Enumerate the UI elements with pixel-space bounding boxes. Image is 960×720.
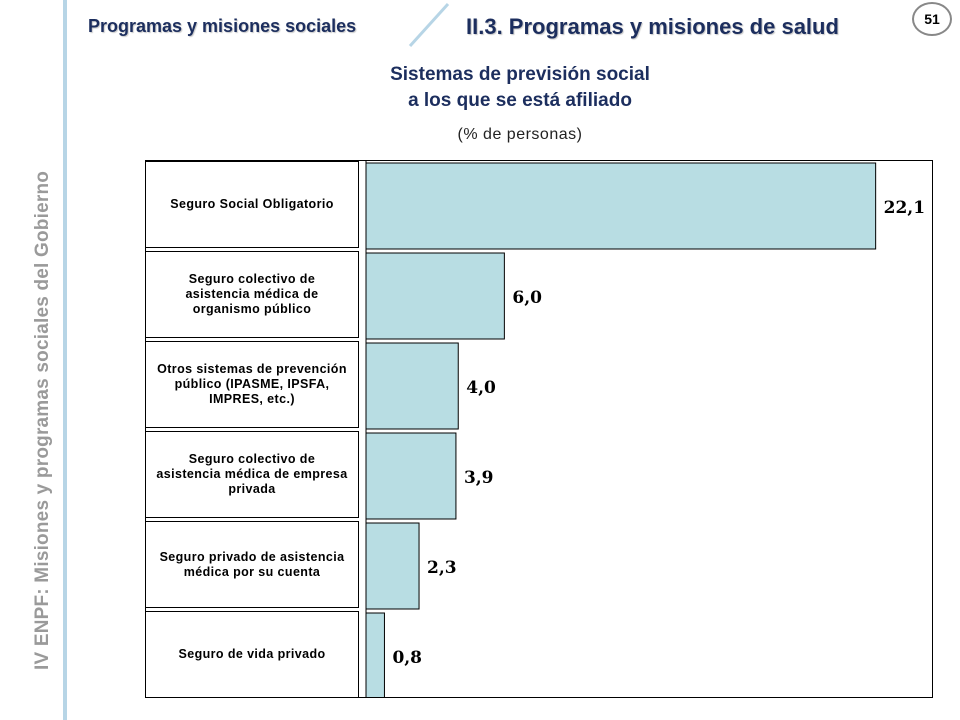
bar-value-label: 3,9 bbox=[464, 468, 494, 488]
bar bbox=[365, 162, 877, 250]
category-label: Seguro colectivo de asistencia médica de… bbox=[145, 251, 359, 338]
chart-subtitle: (% de personas) bbox=[457, 126, 583, 143]
bar bbox=[365, 252, 505, 340]
bar-value-label: 22,1 bbox=[884, 198, 925, 218]
sidebar-title: IV ENPF: Misiones y programas sociales d… bbox=[32, 170, 53, 670]
category-label: Seguro Social Obligatorio bbox=[145, 161, 359, 248]
chart-title-line-1: Sistemas de previsión social bbox=[390, 64, 650, 85]
bar-value-label: 6,0 bbox=[512, 288, 542, 308]
bar bbox=[365, 522, 420, 610]
section-title: Programas y misiones sociales bbox=[88, 16, 357, 36]
category-label: Otros sistemas de prevención público (IP… bbox=[145, 341, 359, 428]
bar-value-label: 0,8 bbox=[392, 648, 422, 668]
bar-chart: 22,1 6,0 4,0 3,9 2,3 0,8 bbox=[365, 161, 925, 697]
chart-title-line-2: a los que se está afiliado bbox=[408, 90, 632, 111]
page-number-badge: 51 bbox=[912, 2, 952, 36]
category-label: Seguro de vida privado bbox=[145, 611, 359, 698]
bar bbox=[365, 432, 457, 520]
bar bbox=[365, 342, 459, 430]
subsection-title: II.3. Programas y misiones de salud bbox=[466, 14, 839, 39]
category-label: Seguro privado de asistencia médica por … bbox=[145, 521, 359, 608]
bar-value-label: 2,3 bbox=[427, 558, 457, 578]
chart-plot-area: 22,1 6,0 4,0 3,9 2,3 0,8 bbox=[145, 160, 933, 698]
header-separator bbox=[408, 2, 450, 48]
sidebar-divider bbox=[63, 0, 67, 720]
chart-title: Sistemas de previsión social a los que s… bbox=[300, 62, 740, 114]
bar-value-label: 4,0 bbox=[466, 378, 496, 398]
bar bbox=[365, 612, 385, 697]
category-label: Seguro colectivo de asistencia médica de… bbox=[145, 431, 359, 518]
